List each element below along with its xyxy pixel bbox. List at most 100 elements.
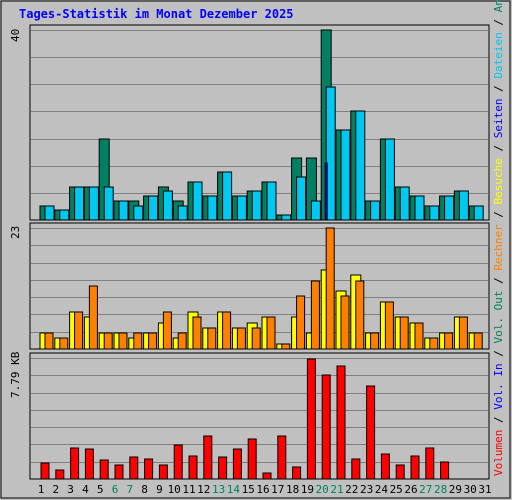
x-tick-label: 25: [389, 483, 403, 496]
bar-volumen: [321, 374, 331, 480]
legend-separator: /: [492, 204, 505, 225]
bar-rechner: [251, 327, 261, 350]
bar-rechner: [74, 311, 84, 350]
bar-dateien: [429, 205, 440, 221]
x-tick-label: 29: [448, 483, 463, 496]
x-tick-label: 8: [141, 483, 148, 496]
bar-dateien: [74, 186, 85, 221]
bar-rechner: [44, 332, 54, 350]
x-tick-label: 17: [271, 483, 285, 496]
bar-dateien: [414, 195, 425, 221]
x-tick-label: 20: [315, 483, 329, 496]
bar-rechner: [148, 332, 158, 350]
x-tick-label: 7: [126, 483, 134, 496]
bar-dateien: [266, 181, 277, 221]
bar-volumen: [277, 435, 287, 480]
bar-rechner: [340, 295, 350, 350]
bar-volumen: [84, 448, 94, 480]
bar-volumen: [440, 461, 450, 480]
bar-dateien: [133, 205, 144, 221]
bar-rechner: [444, 332, 454, 350]
bar-volumen: [351, 458, 361, 480]
bar-rechner: [133, 332, 143, 350]
bar-volumen: [158, 464, 168, 480]
bar-rechner: [473, 332, 483, 350]
bar-dateien: [59, 209, 70, 221]
x-tick-label: 30: [463, 483, 477, 496]
bar-rechner: [384, 301, 394, 350]
bar-rechner: [281, 343, 291, 350]
bar-rechner: [355, 280, 365, 350]
x-tick-label: 6: [111, 483, 119, 496]
bar-rechner: [207, 327, 217, 350]
x-tick-label: 16: [256, 483, 270, 496]
x-tick-label: 27: [419, 483, 433, 496]
bar-rechner: [458, 316, 468, 350]
legend-seiten: Seiten: [492, 98, 505, 139]
bar-dateien: [103, 186, 114, 221]
x-tick-label: 19: [300, 483, 315, 496]
bar-rechner: [296, 295, 306, 350]
bar-seiten: [324, 162, 328, 221]
bar-dateien: [340, 129, 351, 221]
bar-rechner: [162, 311, 172, 350]
bar-rechner: [103, 332, 113, 350]
legend-separator: /: [492, 78, 505, 99]
bar-volumen: [232, 448, 242, 480]
bar-rechner: [59, 337, 69, 350]
x-tick-label: 1: [37, 483, 45, 496]
bar-rechner: [370, 332, 380, 350]
bar-volumen: [173, 444, 183, 480]
bar-dateien: [384, 138, 395, 221]
legend-vol-out: Vol. Out: [492, 290, 505, 344]
bar-dateien: [177, 205, 188, 221]
top-y-max-label: 40: [9, 28, 22, 42]
x-tick-label: 15: [241, 483, 255, 496]
bar-dateien: [88, 186, 99, 221]
legend-separator: /: [492, 138, 505, 159]
legend-rechner: Rechner: [492, 224, 505, 271]
bar-volumen: [380, 453, 390, 480]
x-tick-label: 18: [285, 483, 300, 496]
x-tick-label: 23: [359, 483, 374, 496]
series-legend-text: Volumen / Vol. In / Vol. Out / Rechner /…: [492, 0, 505, 476]
x-tick-label: 28: [433, 483, 448, 496]
legend-separator: /: [492, 409, 505, 430]
mid-y-max-label: 23: [9, 225, 22, 239]
bar-volumen: [425, 447, 435, 480]
x-tick-label: 2: [52, 483, 60, 496]
legend-dateien: Dateien: [492, 32, 505, 79]
bar-dateien: [192, 181, 203, 221]
bar-volumen: [188, 455, 198, 480]
bar-dateien: [222, 171, 233, 221]
bar-rechner: [192, 316, 202, 350]
bar-rechner: [325, 227, 335, 350]
bar-dateien: [251, 190, 262, 221]
bar-rechner: [118, 332, 128, 350]
bar-rechner: [88, 285, 98, 350]
legend-separator: /: [492, 12, 505, 33]
x-tick-label: 3: [67, 483, 74, 496]
x-tick-label: 13: [211, 483, 226, 496]
bar-dateien: [236, 195, 247, 221]
x-tick-label: 24: [374, 483, 389, 496]
legend-vol-in: Vol. In: [492, 363, 505, 410]
bar-rechner: [399, 316, 409, 350]
bar-rechner: [177, 332, 187, 350]
bar-dateien: [162, 190, 173, 221]
bar-rechner: [266, 316, 276, 350]
bar-dateien: [310, 200, 321, 221]
bar-dateien: [118, 200, 129, 221]
bar-rechner: [222, 311, 232, 350]
bar-volumen: [99, 459, 109, 480]
bar-volumen: [144, 458, 154, 480]
bar-dateien: [207, 195, 218, 221]
legend-separator: /: [492, 270, 505, 291]
bar-volumen: [114, 464, 124, 480]
bot-panel-frame: [29, 352, 490, 480]
x-tick-label: 10: [167, 483, 181, 496]
x-tick-label: 11: [182, 483, 196, 496]
legend-besuche: Besuche: [492, 158, 505, 205]
legend-volumen: Volumen: [492, 429, 505, 476]
